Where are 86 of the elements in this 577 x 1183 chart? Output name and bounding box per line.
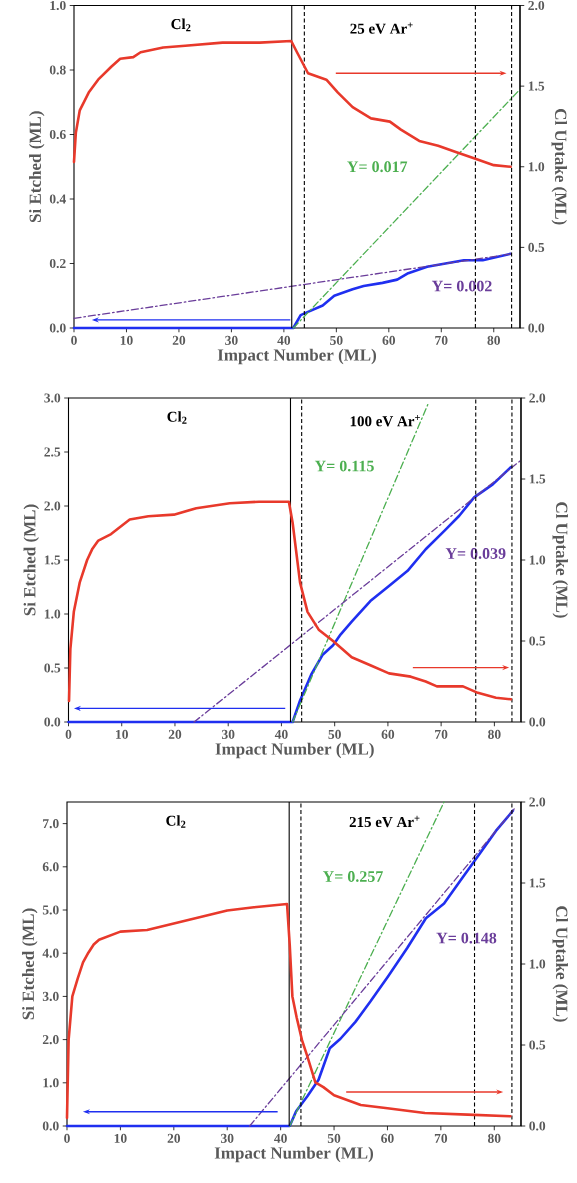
y-tick-label: 0.0: [42, 1121, 59, 1131]
series-label: Y= 0.002: [431, 280, 492, 292]
x-tick-label: 60: [382, 335, 396, 345]
annotation: 100 eV Ar$^{+}$: [350, 415, 420, 427]
y-axis-title: Si Etched (ML): [29, 111, 45, 223]
x-tick-label: 0: [71, 335, 77, 345]
x-tick-label: 70: [435, 335, 448, 345]
y-tick-label: 0.5: [44, 663, 61, 673]
x-tick-label: 20: [172, 335, 186, 345]
x-tick-label: 60: [381, 729, 395, 739]
y2-tick-label: 1.5: [529, 878, 546, 888]
annotation: Cl$_{2}$: [166, 815, 186, 828]
y-tick-label: 0.2: [49, 258, 66, 269]
y2-tick-label: 0.0: [529, 1121, 546, 1131]
y-tick-label: 1.0: [44, 609, 61, 619]
y-tick-label: 0.6: [49, 129, 66, 140]
y-tick-label: 1.0: [43, 1078, 59, 1088]
x-tick-label: 40: [274, 729, 288, 739]
y2-tick-label: 0.5: [529, 1040, 546, 1050]
x-tick-label: 30: [221, 729, 235, 739]
y2-axis-title: Cl Uptake (ML): [551, 109, 567, 225]
series-label: Y= 0.257: [322, 871, 383, 882]
y2-tick-label: 1.5: [529, 474, 546, 484]
series-label: Y= 0.017: [347, 161, 408, 173]
annotation: 215 eV Ar$^{+}$: [349, 815, 420, 828]
x-tick-label: 30: [220, 1133, 234, 1143]
y2-tick-label: 0.0: [528, 323, 545, 333]
x-tick-label: 80: [488, 729, 501, 739]
y-tick-label: 1.5: [44, 555, 61, 565]
y-tick-label: 0.0: [49, 323, 66, 333]
y-tick-label: 5.0: [42, 905, 59, 915]
y2-tick-label: 1.0: [529, 959, 546, 969]
annotation: Cl$_{2}$: [171, 18, 191, 32]
x-tick-label: 70: [435, 729, 448, 739]
x-tick-label: 0: [64, 1133, 70, 1143]
line-series: [67, 500, 513, 703]
x-tick-label: 80: [487, 1133, 501, 1143]
y2-tick-label: 2.0: [528, 0, 545, 11]
y-tick-label: 7.0: [43, 819, 59, 829]
annotation: 25 eV Ar$^{+}$: [350, 22, 413, 34]
annotation: Cl$_{2}$: [167, 411, 187, 424]
line-series: [65, 809, 515, 1128]
series-label: Y= 0.148: [436, 932, 497, 944]
x-axis-title: Impact Number (ML): [217, 348, 377, 365]
x-tick-label: 40: [277, 335, 291, 345]
y-tick-label: 0.4: [49, 194, 66, 204]
x-tick-label: 20: [168, 729, 182, 739]
y-tick-label: 3.0: [44, 393, 61, 403]
y-tick-label: 6.0: [42, 862, 59, 872]
x-tick-label: 60: [381, 1133, 394, 1143]
y-axis-title: Si Etched (ML): [23, 504, 39, 616]
y2-tick-label: 1.0: [529, 555, 546, 565]
x-tick-label: 50: [327, 1133, 341, 1143]
y-tick-label: 3.0: [42, 991, 59, 1001]
x-tick-label: 10: [120, 335, 133, 345]
y2-tick-label: 1.0: [528, 162, 545, 172]
x-tick-label: 40: [274, 1133, 287, 1143]
y2-tick-label: 2.0: [529, 797, 546, 807]
y-axis-title: Si Etched (ML): [22, 908, 38, 1020]
x-axis-title: Impact Number (ML): [215, 742, 374, 759]
y2-axis-title: Cl Uptake (ML): [552, 502, 568, 618]
series-label: Y= 0.039: [445, 548, 506, 559]
x-tick-label: 80: [487, 335, 500, 345]
y2-axis-title: Cl Uptake (ML): [552, 906, 568, 1022]
y-tick-label: 0.8: [49, 65, 66, 75]
series-label: Y= 0.115: [314, 460, 374, 472]
x-tick-label: 30: [225, 335, 238, 345]
y-tick-label: 0.0: [44, 717, 61, 727]
x-tick-label: 50: [328, 729, 341, 739]
x-tick-label: 10: [114, 1133, 127, 1143]
y-tick-label: 4.0: [42, 948, 59, 958]
y2-tick-label: 1.5: [528, 81, 545, 91]
x-tick-label: 50: [330, 335, 343, 345]
y2-tick-label: 0.0: [529, 717, 546, 727]
y2-tick-label: 0.5: [529, 636, 546, 646]
x-tick-label: 10: [116, 729, 128, 739]
y-tick-label: 1.0: [50, 0, 66, 11]
x-tick-label: 70: [434, 1133, 448, 1143]
y2-tick-label: 2.0: [529, 393, 546, 403]
y-tick-label: 2.0: [44, 501, 61, 511]
x-tick-label: 20: [167, 1133, 181, 1143]
y-tick-label: 2.0: [42, 1035, 59, 1045]
y-tick-label: 2.5: [44, 447, 61, 457]
y2-tick-label: 0.5: [528, 242, 545, 252]
x-tick-label: 0: [65, 729, 72, 739]
x-axis-title: Impact Number (ML): [214, 1146, 374, 1163]
